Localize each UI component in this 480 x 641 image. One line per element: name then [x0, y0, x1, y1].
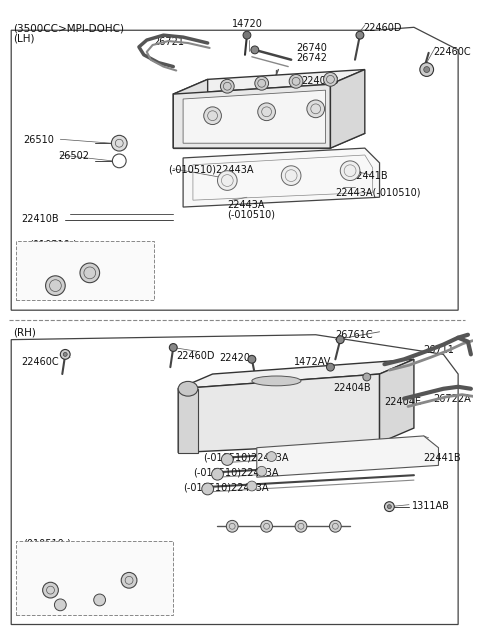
Polygon shape	[173, 84, 330, 148]
Circle shape	[217, 171, 237, 190]
Text: 22441B: 22441B	[424, 453, 461, 463]
Bar	[16, 242, 154, 301]
Circle shape	[251, 46, 259, 54]
Circle shape	[289, 74, 303, 88]
Circle shape	[329, 520, 341, 532]
Circle shape	[54, 599, 66, 611]
Text: (-010510)22443A: (-010510)22443A	[203, 453, 288, 463]
Circle shape	[220, 79, 234, 93]
Text: 22460C: 22460C	[21, 357, 59, 367]
Text: 26502: 26502	[59, 151, 89, 161]
Circle shape	[340, 161, 360, 181]
Text: 26761C: 26761C	[336, 330, 373, 340]
Text: (LH): (LH)	[13, 33, 35, 43]
Circle shape	[243, 31, 251, 39]
Circle shape	[204, 107, 221, 124]
Circle shape	[257, 467, 266, 476]
Circle shape	[363, 373, 371, 381]
Circle shape	[420, 63, 433, 76]
Polygon shape	[380, 360, 414, 443]
Text: 22443A: 22443A	[228, 200, 265, 210]
Ellipse shape	[178, 381, 198, 396]
Circle shape	[336, 336, 344, 344]
Circle shape	[111, 135, 127, 151]
Polygon shape	[178, 388, 198, 453]
Circle shape	[169, 344, 177, 351]
Circle shape	[307, 100, 324, 118]
Text: 22410B: 22410B	[21, 214, 59, 224]
Text: (010510-): (010510-)	[29, 240, 77, 249]
Polygon shape	[183, 148, 380, 207]
Text: (RH): (RH)	[13, 328, 36, 338]
Circle shape	[387, 504, 391, 508]
Text: 26510: 26510	[23, 135, 54, 146]
Circle shape	[60, 349, 70, 360]
Polygon shape	[178, 360, 414, 388]
Text: 22404B: 22404B	[334, 383, 371, 393]
Circle shape	[326, 363, 335, 371]
Text: 14720: 14720	[232, 19, 263, 29]
Circle shape	[247, 481, 257, 491]
Polygon shape	[173, 79, 208, 148]
Text: (010510-): (010510-)	[23, 538, 71, 548]
Bar	[16, 541, 173, 615]
Text: 22460D: 22460D	[363, 23, 401, 33]
Text: 26721: 26721	[154, 37, 185, 47]
Circle shape	[227, 520, 238, 532]
Polygon shape	[173, 69, 365, 94]
Circle shape	[46, 276, 65, 296]
Circle shape	[221, 454, 233, 465]
Text: 22443D: 22443D	[39, 251, 77, 262]
Circle shape	[261, 520, 273, 532]
Circle shape	[43, 582, 59, 598]
Circle shape	[281, 166, 301, 185]
Circle shape	[266, 452, 276, 462]
Circle shape	[255, 76, 268, 90]
Text: (-010510)22443A: (-010510)22443A	[183, 482, 269, 492]
Circle shape	[324, 72, 337, 87]
Text: 22460D: 22460D	[176, 351, 215, 362]
Circle shape	[424, 67, 430, 72]
Text: 26711: 26711	[424, 345, 455, 354]
Polygon shape	[178, 374, 380, 453]
Circle shape	[121, 572, 137, 588]
Text: (3500CC>MPI-DOHC): (3500CC>MPI-DOHC)	[13, 23, 124, 33]
Text: 22420: 22420	[219, 353, 251, 363]
Circle shape	[356, 31, 364, 39]
Circle shape	[63, 353, 67, 356]
Circle shape	[94, 594, 106, 606]
Text: 1311AB: 1311AB	[412, 501, 450, 511]
Text: (-010510): (-010510)	[228, 210, 276, 220]
Text: (-010510)22443A: (-010510)22443A	[193, 467, 278, 478]
Circle shape	[248, 355, 256, 363]
Text: (-010510)22443A: (-010510)22443A	[168, 165, 254, 175]
Text: 22460C: 22460C	[433, 47, 471, 57]
Text: 26740: 26740	[296, 43, 327, 53]
Text: 1472AV: 1472AV	[294, 357, 332, 367]
Text: 22404E: 22404E	[384, 397, 421, 406]
Circle shape	[202, 483, 214, 495]
Text: 22404B: 22404B	[301, 76, 338, 87]
Polygon shape	[257, 436, 439, 477]
Text: 26722A: 26722A	[433, 394, 471, 404]
Text: 22443A(-010510): 22443A(-010510)	[336, 187, 421, 197]
Circle shape	[258, 103, 276, 121]
Circle shape	[295, 520, 307, 532]
Text: 22443D: 22443D	[31, 550, 69, 560]
Circle shape	[80, 263, 100, 283]
Text: 26742: 26742	[296, 53, 327, 63]
Ellipse shape	[252, 376, 301, 386]
Circle shape	[212, 469, 223, 480]
Polygon shape	[330, 69, 365, 148]
Text: 22441B: 22441B	[350, 171, 388, 181]
Polygon shape	[183, 90, 325, 143]
Circle shape	[384, 502, 394, 512]
